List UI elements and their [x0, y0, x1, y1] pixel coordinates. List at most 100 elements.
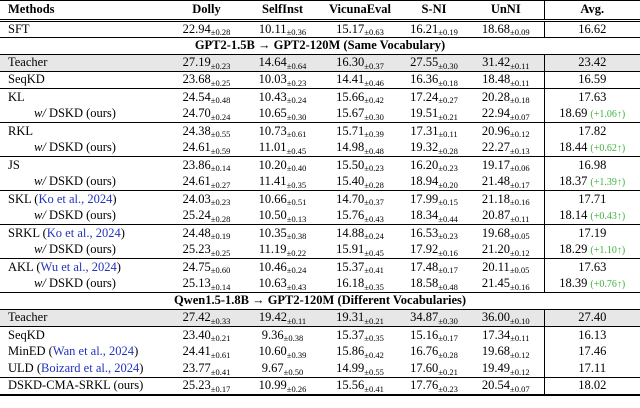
method-text: DSKD (ours) [45, 208, 116, 223]
row-sft: SFT 22.94±0.28 10.11±0.36 15.17±0.63 16.21±0… [0, 20, 640, 38]
cell-avg: 23.42 [544, 54, 640, 72]
citation-link[interactable]: Wan et al., 2024 [52, 344, 135, 359]
score-stddev: ±0.36 [286, 27, 307, 38]
section-row-qwen1-5-1-8b-gpt2-120m-d: Qwen1.5-1.8B → GPT2-120M (Different Voca… [0, 292, 640, 310]
citation-link[interactable]: Ko et al., 2024 [46, 225, 121, 240]
score-stddev: ±0.12 [510, 366, 530, 377]
cell-vicunaeval: 15.66±0.42 [320, 88, 400, 106]
score-value: 21.48 [481, 174, 511, 189]
cell-vicunaeval: 15.86±0.42 [320, 344, 400, 361]
method-text-suffix: ) [134, 344, 139, 359]
method-label: MinED (Wan et al., 2024) [0, 344, 168, 361]
score-value: 19.68 [481, 225, 511, 240]
score-stddev: ±0.48 [438, 281, 458, 292]
cell-dolly: 24.03±0.23 [168, 190, 245, 208]
score-stddev: ±0.41 [364, 265, 384, 276]
score-value: 20.96 [481, 123, 511, 138]
score-stddev: ±0.11 [438, 129, 458, 140]
row-w-dskd-ours: w/ DSKD (ours) 24.61±0.27 11.41±0.35 15.40±… [0, 173, 640, 191]
section-label: GPT2-1.5B → GPT2-120M (Same Vocabulary) [0, 37, 640, 55]
method-text: ULD ( [8, 361, 41, 376]
cell-dolly: 27.19±0.23 [168, 54, 245, 72]
score-value: 10.63 [258, 276, 287, 291]
score-stddev: ±0.39 [364, 129, 384, 140]
score-value: 19.51 [410, 106, 439, 121]
score-stddev: ±0.60 [210, 265, 231, 276]
score-value: 10.46 [258, 259, 287, 274]
score-value: 25.23 [182, 378, 211, 393]
cell-selfinst: 10.63±0.43 [245, 276, 320, 293]
score-value: 20.87 [482, 208, 511, 223]
cell-vicunaeval: 15.40±0.28 [320, 174, 400, 191]
avg-value: 18.37 [559, 174, 588, 188]
score-value: 25.23 [182, 242, 211, 257]
cell-selfinst: 14.64±0.64 [245, 54, 320, 72]
cell-dolly: 24.48±0.19 [168, 224, 245, 242]
score-stddev: ±0.14 [210, 163, 231, 174]
cell-sni: 16.36±0.18 [400, 71, 468, 89]
score-stddev: ±0.25 [210, 77, 231, 88]
avg-value: 18.02 [578, 378, 607, 393]
score-value: 16.36 [410, 72, 439, 87]
score-value: 15.40 [336, 174, 365, 189]
cell-vicunaeval: 15.71±0.39 [320, 122, 400, 140]
score-value: 20.54 [481, 378, 511, 393]
cell-avg: 16.62 [544, 20, 640, 38]
score-stddev: ±0.30 [286, 111, 307, 122]
score-stddev: ±0.61 [286, 129, 307, 140]
score-stddev: ±0.21 [438, 111, 458, 122]
method-text: SFT [8, 21, 30, 36]
avg-value: 17.46 [578, 344, 607, 359]
citation-link[interactable]: Ko et al., 2024 [38, 191, 113, 206]
score-value: 10.50 [258, 208, 287, 223]
cell-unni: 17.34±0.11 [468, 326, 545, 344]
score-value: 27.42 [182, 310, 211, 325]
method-label: SFT [0, 20, 168, 38]
cell-unni: 22.94±0.07 [468, 105, 545, 123]
method-label: w/ DSKD (ours) [0, 208, 168, 225]
method-label: w/ DSKD (ours) [0, 242, 168, 259]
cell-unni: 22.27±0.13 [468, 139, 545, 157]
column-header-methods: Methods [0, 0, 168, 22]
score-value: 22.27 [481, 140, 511, 155]
citation-link[interactable]: Boizard et al., 2024 [40, 361, 140, 376]
method-prefix-italic: w/ [34, 106, 46, 121]
avg-value: 18.44 [559, 140, 588, 154]
cell-dolly: 23.40±0.21 [168, 326, 245, 344]
row-w-dskd-ours: w/ DSKD (ours) 25.13±0.14 10.63±0.43 16.18±… [0, 275, 640, 293]
method-label: SKL (Ko et al., 2024) [0, 190, 168, 208]
score-stddev: ±0.30 [438, 315, 458, 326]
method-label: SRKL (Ko et al., 2024) [0, 224, 168, 242]
avg-value: 27.40 [578, 310, 607, 325]
score-value: 19.42 [258, 310, 287, 325]
cell-selfinst: 10.03±0.23 [245, 71, 320, 89]
cell-unni: 19.68±0.05 [468, 224, 545, 242]
method-text: JS [8, 157, 20, 172]
method-text: SeqKD [8, 327, 45, 342]
cell-sni: 16.53±0.23 [400, 224, 468, 242]
citation-link[interactable]: Wu et al., 2024 [40, 259, 117, 274]
header-row: Methods Dolly SelfInst VicunaEval S-NI UnNI Av… [0, 0, 640, 22]
method-label: SeqKD [0, 326, 168, 344]
score-stddev: ±0.28 [210, 27, 231, 38]
column-header-dolly: Dolly [168, 0, 245, 22]
score-value: 20.11 [482, 259, 510, 274]
score-value: 10.20 [258, 157, 287, 172]
cell-selfinst: 10.11±0.36 [245, 20, 320, 38]
method-text: MinED ( [8, 344, 53, 359]
method-prefix-italic: w/ [34, 208, 46, 223]
avg-value: 17.82 [578, 123, 607, 138]
cell-vicunaeval: 15.37±0.35 [320, 326, 400, 344]
row-w-dskd-ours: w/ DSKD (ours) 25.23±0.25 11.19±0.22 15.91±… [0, 241, 640, 259]
score-value: 24.03 [182, 191, 211, 206]
score-stddev: ±0.35 [286, 179, 307, 190]
score-value: 25.13 [182, 276, 211, 291]
cell-selfinst: 10.99±0.26 [245, 377, 320, 395]
cell-avg: 18.69 (+1.06↑) [544, 106, 640, 123]
score-stddev: ±0.23 [210, 197, 231, 208]
score-stddev: ±0.23 [210, 60, 231, 71]
method-text: KL [8, 89, 25, 104]
avg-value: 16.59 [578, 72, 607, 87]
row-mined: MinED (Wan et al., 2024) 24.41±0.61 10.60±… [0, 343, 640, 361]
score-stddev: ±0.14 [210, 281, 231, 292]
